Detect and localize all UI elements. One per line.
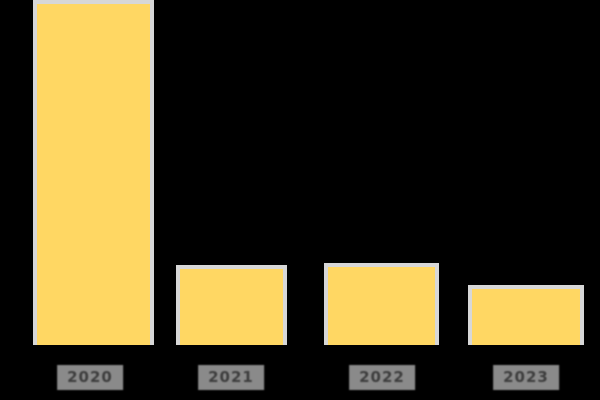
x-tick-label: 2020: [57, 365, 123, 390]
bar: [176, 265, 287, 345]
plot-area: [33, 0, 584, 345]
bar: [33, 0, 154, 345]
x-tick-label: 2022: [349, 365, 415, 390]
x-axis-labels: 2020 2021 2022 2023: [0, 365, 600, 391]
bar: [324, 263, 439, 345]
x-tick-label: 2023: [493, 365, 559, 390]
x-tick-label: 2021: [198, 365, 264, 390]
bar: [468, 285, 584, 345]
